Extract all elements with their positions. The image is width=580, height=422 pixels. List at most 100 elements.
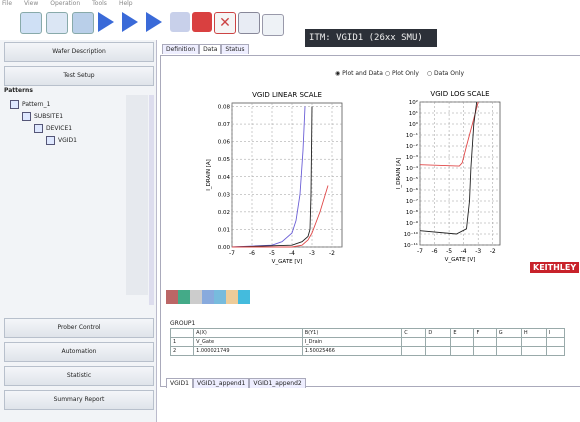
nav-button[interactable]: Test Setup bbox=[4, 66, 154, 86]
scrollbar[interactable] bbox=[149, 95, 154, 305]
nav-label: Test Setup bbox=[63, 72, 95, 79]
y-tick-label: 10⁻⁵ bbox=[406, 176, 418, 183]
toolbar-button[interactable] bbox=[238, 12, 260, 34]
tree: Pattern_1 SUBSITE1 DEVICE1 VGID1 bbox=[0, 96, 125, 296]
y-tick-label: 10⁻¹¹ bbox=[404, 242, 418, 249]
menu-bar: File View Operation Tools Help bbox=[2, 0, 145, 7]
stop-button[interactable] bbox=[192, 12, 212, 32]
tab[interactable]: Data bbox=[199, 44, 222, 54]
y-tick-label: 10⁻¹ bbox=[406, 132, 418, 139]
y-tick-label: 10⁻⁸ bbox=[406, 209, 419, 216]
y-tick-label: 10⁻² bbox=[406, 143, 418, 150]
sheet-tab[interactable]: VGID1 bbox=[166, 378, 193, 388]
sheet-tab[interactable]: VGID1_append1 bbox=[192, 378, 250, 388]
x-tick-label: -6 bbox=[249, 250, 255, 257]
x-tick-label: -2 bbox=[329, 250, 335, 257]
x-tick-label: -7 bbox=[229, 250, 235, 257]
cell[interactable]: I_Drain bbox=[301, 337, 403, 347]
curve bbox=[419, 101, 479, 167]
toolbar-button[interactable] bbox=[46, 12, 68, 34]
curve bbox=[419, 101, 478, 235]
nav-button[interactable]: Automation bbox=[4, 342, 154, 362]
menu-item[interactable]: Operation bbox=[50, 0, 81, 7]
delete-button[interactable]: ✕ bbox=[214, 12, 236, 34]
menu-item[interactable]: Help bbox=[118, 0, 133, 7]
column-header: C bbox=[401, 328, 427, 338]
y-axis-label: I_DRAIN [A] bbox=[206, 159, 212, 191]
y-tick-label: 0.04 bbox=[218, 175, 231, 181]
radio[interactable]: ○ Plot Only bbox=[384, 70, 419, 77]
y-tick-label: 0.08 bbox=[218, 105, 231, 111]
sheet-tab[interactable]: VGID1_append2 bbox=[249, 378, 306, 388]
run-button[interactable] bbox=[146, 12, 162, 32]
nav-button[interactable]: Statistic bbox=[4, 366, 154, 386]
column-header: D bbox=[425, 328, 452, 338]
run-button[interactable] bbox=[122, 12, 138, 32]
y-tick-label: 10⁻⁹ bbox=[406, 220, 418, 227]
column-header: H bbox=[520, 328, 547, 338]
logo: KEITHLEY bbox=[530, 262, 580, 273]
tab-bar: Definition Data Status bbox=[162, 44, 249, 54]
y-tick-label: 10⁻⁴ bbox=[406, 165, 419, 172]
y-tick-label: 10⁻³ bbox=[406, 154, 418, 161]
nav-label: Automation bbox=[61, 348, 97, 355]
radio[interactable]: ◉ Plot and Data bbox=[335, 70, 383, 77]
nav-button[interactable]: Wafer Description bbox=[4, 42, 154, 62]
y-tick-label: 0.03 bbox=[218, 192, 231, 198]
toolbar-button[interactable] bbox=[20, 12, 42, 34]
tree-item[interactable]: DEVICE1 bbox=[34, 124, 72, 133]
tree-item[interactable]: Pattern_1 bbox=[10, 100, 50, 109]
nav-label: Wafer Description bbox=[52, 48, 106, 55]
cell[interactable]: V_Gate bbox=[193, 337, 303, 347]
column-header: G bbox=[495, 328, 522, 338]
x-tick-label: -4 bbox=[289, 250, 295, 257]
curve bbox=[231, 106, 306, 248]
x-tick-label: -6 bbox=[432, 248, 438, 255]
toolbar-button[interactable] bbox=[262, 14, 284, 36]
nav-label: Prober Control bbox=[57, 324, 101, 331]
tab[interactable]: Status bbox=[221, 44, 249, 54]
run-button[interactable] bbox=[98, 12, 114, 32]
cell[interactable]: 1.000021749 bbox=[193, 346, 303, 356]
x-tick-label: -3 bbox=[475, 248, 481, 255]
x-tick-label: -4 bbox=[461, 248, 467, 255]
nav-button[interactable]: Prober Control bbox=[4, 318, 154, 338]
view-options: ◉ Plot and Data ○ Plot Only ○ Data Only bbox=[335, 70, 464, 77]
cell[interactable]: 1.50025466 bbox=[301, 346, 403, 356]
y-axis-label: I_DRAIN [A] bbox=[396, 158, 402, 190]
curve bbox=[231, 106, 313, 248]
menu-item[interactable]: View bbox=[24, 0, 39, 7]
y-tick-label: 10⁰ bbox=[409, 121, 419, 128]
curve bbox=[232, 185, 329, 248]
y-tick-label: 0.02 bbox=[218, 210, 230, 216]
row-number: 1 bbox=[169, 337, 195, 347]
radio-label: Data Only bbox=[434, 70, 465, 77]
nav-button[interactable]: Summary Report bbox=[4, 390, 154, 410]
tab[interactable]: Definition bbox=[162, 44, 200, 54]
pause-button[interactable] bbox=[170, 12, 190, 32]
y-tick-label: 10⁻⁶ bbox=[406, 187, 419, 194]
sheet-tabs: VGID1 VGID1_append1 VGID1_append2 bbox=[166, 378, 306, 388]
y-tick-label: 10² bbox=[409, 99, 418, 106]
tree-header: Patterns bbox=[4, 87, 33, 94]
menu-item[interactable]: Tools bbox=[92, 0, 107, 7]
tree-item[interactable]: SUBSITE1 bbox=[22, 112, 63, 121]
nav-label: Statistic bbox=[66, 372, 92, 379]
tree-label: SUBSITE1 bbox=[34, 113, 64, 120]
menu-item[interactable]: File bbox=[2, 0, 13, 7]
nav-label: Summary Report bbox=[53, 396, 105, 403]
toolbar-button[interactable] bbox=[72, 12, 94, 34]
radio-label: Plot and Data bbox=[342, 70, 383, 77]
y-tick-label: 0.00 bbox=[218, 245, 231, 251]
y-tick-label: 10⁻⁷ bbox=[406, 198, 418, 205]
row: 2 1.000021749 1.50025466 bbox=[169, 346, 566, 356]
tree-item[interactable]: VGID1 bbox=[46, 136, 77, 145]
column-header: F bbox=[473, 328, 497, 338]
x-tick-label: -2 bbox=[490, 248, 496, 255]
plot-toolbar[interactable] bbox=[166, 290, 276, 304]
x-tick-label: -5 bbox=[269, 250, 275, 257]
radio-label: Plot Only bbox=[391, 70, 419, 77]
radio[interactable]: ○ Data Only bbox=[426, 70, 465, 77]
tree-label: DEVICE1 bbox=[46, 125, 73, 132]
